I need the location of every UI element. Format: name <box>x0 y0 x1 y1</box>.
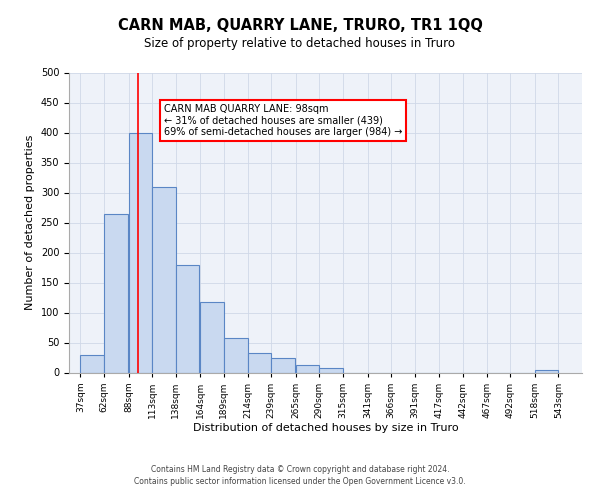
Bar <box>152 186 176 372</box>
Text: CARN MAB QUARRY LANE: 98sqm
← 31% of detached houses are smaller (439)
69% of se: CARN MAB QUARRY LANE: 98sqm ← 31% of det… <box>164 104 402 137</box>
Bar <box>535 370 559 372</box>
X-axis label: Distribution of detached houses by size in Truro: Distribution of detached houses by size … <box>193 424 458 434</box>
Bar <box>319 368 343 372</box>
Bar <box>224 338 248 372</box>
Bar <box>248 354 271 372</box>
Bar <box>271 358 295 372</box>
Text: Size of property relative to detached houses in Truro: Size of property relative to detached ho… <box>145 38 455 51</box>
Bar <box>176 264 199 372</box>
Bar <box>80 354 104 372</box>
Bar <box>200 302 224 372</box>
Bar <box>296 364 319 372</box>
Text: Contains public sector information licensed under the Open Government Licence v3: Contains public sector information licen… <box>134 477 466 486</box>
Bar <box>104 214 128 372</box>
Bar <box>128 132 152 372</box>
Text: CARN MAB, QUARRY LANE, TRURO, TR1 1QQ: CARN MAB, QUARRY LANE, TRURO, TR1 1QQ <box>118 18 482 32</box>
Y-axis label: Number of detached properties: Number of detached properties <box>25 135 35 310</box>
Text: Contains HM Land Registry data © Crown copyright and database right 2024.: Contains HM Land Registry data © Crown c… <box>151 465 449 474</box>
